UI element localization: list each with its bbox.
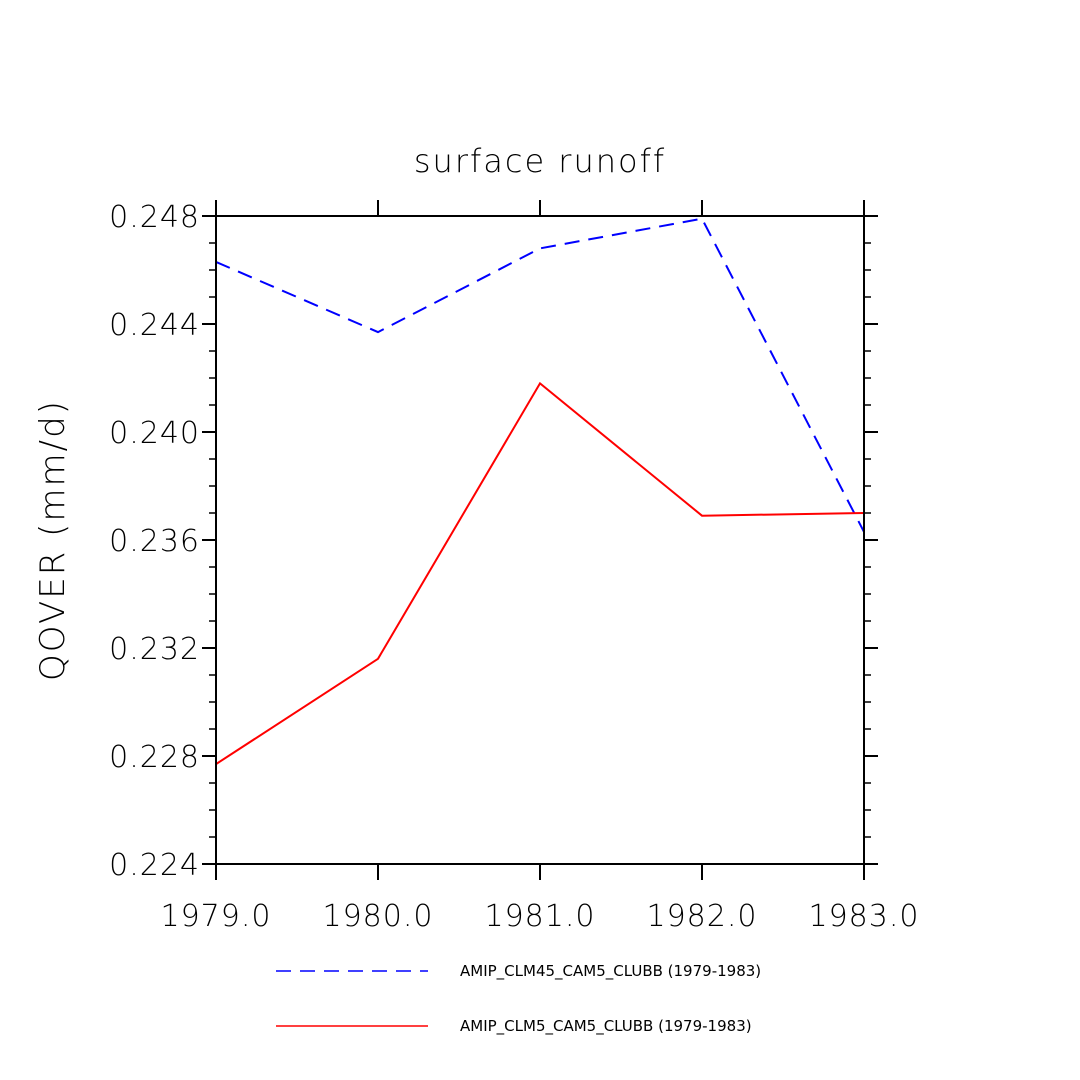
y-tick-label: 0.224 [109,848,200,883]
series-line-2 [215,381,865,765]
y-tick-label: 0.232 [109,632,200,667]
y-tick-label: 0.244 [109,308,200,343]
x-tick-label: 1982.0 [647,899,758,934]
x-tick-label: 1983.0 [809,899,920,934]
legend: AMIP_CLM45_CAM5_CLUBB (1979-1983) AMIP_CL… [276,962,761,1036]
x-tick-label: 1980.0 [323,899,434,934]
plot-area [215,217,865,765]
y-tick-label: 0.240 [109,416,200,451]
y-tick-label: 0.236 [109,524,200,559]
y-axis-label: QOVER (mm/d) [33,399,73,681]
legend-label-1: AMIP_CLM45_CAM5_CLUBB (1979-1983) [460,962,761,981]
series-line-1 [215,217,865,533]
x-tick-label: 1981.0 [485,899,596,934]
x-tick-label: 1979.0 [161,899,272,934]
legend-label-2: AMIP_CLM5_CAM5_CLUBB (1979-1983) [460,1017,752,1036]
plot-frame [215,215,865,865]
axes: 0.224 0.228 0.232 0.236 0.240 0.244 0.248 1979.… [109,200,920,934]
y-tick-label: 0.228 [109,740,200,775]
chart-title: surface runoff [414,142,666,180]
y-tick-label: 0.248 [109,200,200,235]
